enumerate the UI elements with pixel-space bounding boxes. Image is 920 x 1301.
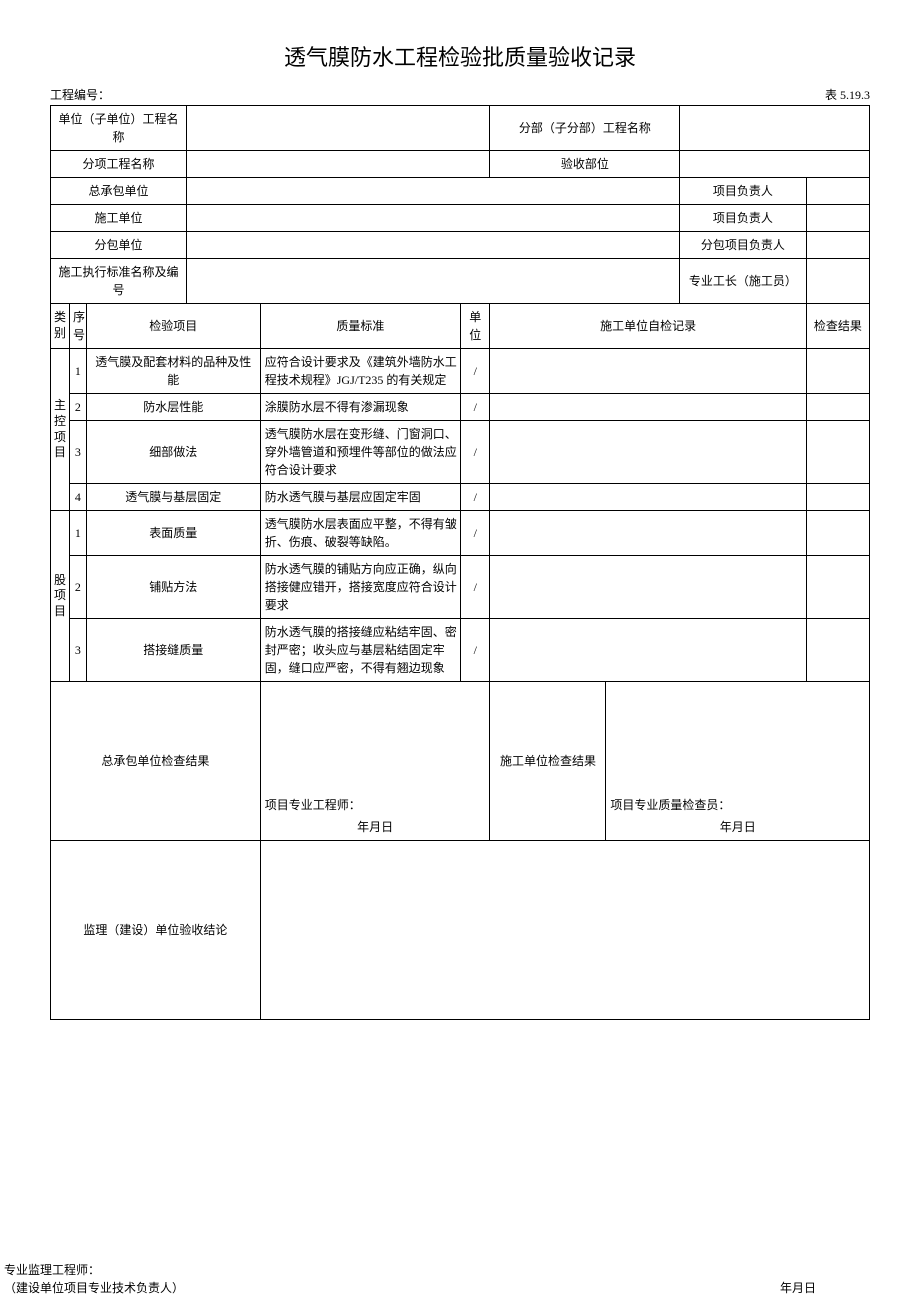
- main-unit-1: /: [460, 349, 490, 394]
- field-pm1[interactable]: [806, 178, 869, 205]
- main-res-2[interactable]: [806, 394, 869, 421]
- field-pm2[interactable]: [806, 205, 869, 232]
- field-sub-proj[interactable]: [680, 106, 870, 151]
- main-rec-3[interactable]: [490, 421, 806, 484]
- label-proj-qc: 项目专业质量检查员：: [610, 796, 865, 814]
- cu-sign-area[interactable]: 项目专业质量检查员： 年月日: [606, 682, 870, 841]
- main-res-3[interactable]: [806, 421, 869, 484]
- field-item-proj[interactable]: [186, 151, 490, 178]
- field-accept-part[interactable]: [680, 151, 870, 178]
- gen-rec-1[interactable]: [490, 511, 806, 556]
- gen-res-3[interactable]: [806, 619, 869, 682]
- gen-no-3: 3: [69, 619, 86, 682]
- meta-row: 工程编号： 表 5.19.3: [50, 86, 870, 103]
- gen-std-1: 透气膜防水层表面应平整，不得有皱折、伤痕、破裂等缺陷。: [260, 511, 460, 556]
- gen-rec-3[interactable]: [490, 619, 806, 682]
- main-name-2: 防水层性能: [86, 394, 260, 421]
- label-subpm: 分包项目负责人: [680, 232, 806, 259]
- label-pm2: 项目负责人: [680, 205, 806, 232]
- field-cu[interactable]: [186, 205, 679, 232]
- main-no-2: 2: [69, 394, 86, 421]
- label-pm1: 项目负责人: [680, 178, 806, 205]
- label-exec-std: 施工执行标准名称及编号: [51, 259, 187, 304]
- main-std-2: 涂膜防水层不得有渗漏现象: [260, 394, 460, 421]
- label-unit-proj: 单位（子单位）工程名称: [51, 106, 187, 151]
- main-res-1[interactable]: [806, 349, 869, 394]
- gen-no-1: 1: [69, 511, 86, 556]
- date-1: 年月日: [265, 818, 486, 836]
- gen-name-1: 表面质量: [86, 511, 260, 556]
- label-cu-check: 施工单位检查结果: [490, 682, 606, 841]
- main-std-4: 防水透气膜与基层应固定牢固: [260, 484, 460, 511]
- gen-res-2[interactable]: [806, 556, 869, 619]
- gen-std-3: 防水透气膜的搭接缝应粘结牢固、密封严密；收头应与基层粘结固定牢固，缝口应严密，不…: [260, 619, 460, 682]
- gen-std-2: 防水透气膜的铺贴方向应正确，纵向搭接健应错开，搭接宽度应符合设计要求: [260, 556, 460, 619]
- supervision-sign-area[interactable]: 专业监理工程师： （建设单位项目专业技术负责人） 年月日: [260, 841, 869, 1020]
- field-gc[interactable]: [186, 178, 679, 205]
- group-main-control: 主控项目: [51, 349, 70, 511]
- main-rec-2[interactable]: [490, 394, 806, 421]
- label-cu: 施工单位: [51, 205, 187, 232]
- main-no-4: 4: [69, 484, 86, 511]
- label-gc-check: 总承包单位检查结果: [51, 682, 261, 841]
- gen-name-2: 铺贴方法: [86, 556, 260, 619]
- col-unit: 单位: [460, 304, 490, 349]
- main-unit-4: /: [460, 484, 490, 511]
- gc-sign-area[interactable]: 项目专业工程师： 年月日: [260, 682, 490, 841]
- label-proj-engineer: 项目专业工程师：: [265, 796, 486, 814]
- field-foreman[interactable]: [806, 259, 869, 304]
- main-no-3: 3: [69, 421, 86, 484]
- inspection-table: 单位（子单位）工程名称 分部（子分部）工程名称 分项工程名称 验收部位 总承包单…: [50, 105, 870, 1020]
- col-inspect-item: 检验项目: [86, 304, 260, 349]
- project-no-label: 工程编号：: [50, 86, 110, 103]
- gen-unit-1: /: [460, 511, 490, 556]
- label-supervision: 监理（建设）单位验收结论: [51, 841, 261, 1020]
- gen-no-2: 2: [69, 556, 86, 619]
- main-std-1: 应符合设计要求及《建筑外墙防水工程技术规程》JGJ/T235 的有关规定: [260, 349, 460, 394]
- col-category: 类别: [51, 304, 70, 349]
- main-res-4[interactable]: [806, 484, 869, 511]
- gen-rec-2[interactable]: [490, 556, 806, 619]
- label-sub-proj: 分部（子分部）工程名称: [490, 106, 680, 151]
- gen-name-3: 搭接缝质量: [86, 619, 260, 682]
- col-check-result: 检查结果: [806, 304, 869, 349]
- label-item-proj: 分项工程名称: [51, 151, 187, 178]
- main-unit-3: /: [460, 421, 490, 484]
- main-std-3: 透气膜防水层在变形缝、门窗洞口、穿外墙管道和预埋件等部位的做法应符合设计要求: [260, 421, 460, 484]
- label-sup-engineer: 专业监理工程师：: [4, 1261, 916, 1279]
- main-rec-4[interactable]: [490, 484, 806, 511]
- gen-unit-3: /: [460, 619, 490, 682]
- main-name-4: 透气膜与基层固定: [86, 484, 260, 511]
- col-seq: 序号: [69, 304, 86, 349]
- label-accept-part: 验收部位: [490, 151, 680, 178]
- date-3: 年月日: [780, 1279, 916, 1297]
- col-self-record: 施工单位自检记录: [490, 304, 806, 349]
- group-general-item: 股项目: [51, 511, 70, 682]
- label-sub: 分包单位: [51, 232, 187, 259]
- col-quality-std: 质量标准: [260, 304, 460, 349]
- field-subpm[interactable]: [806, 232, 869, 259]
- gen-res-1[interactable]: [806, 511, 869, 556]
- date-2: 年月日: [610, 818, 865, 836]
- label-owner-tech: （建设单位项目专业技术负责人）: [4, 1279, 184, 1297]
- main-name-1: 透气膜及配套材料的品种及性能: [86, 349, 260, 394]
- gen-unit-2: /: [460, 556, 490, 619]
- page-title: 透气膜防水工程检验批质量验收记录: [50, 40, 870, 72]
- label-foreman: 专业工长（施工员）: [680, 259, 806, 304]
- main-name-3: 细部做法: [86, 421, 260, 484]
- main-no-1: 1: [69, 349, 86, 394]
- field-exec-std[interactable]: [186, 259, 679, 304]
- field-sub[interactable]: [186, 232, 679, 259]
- field-unit-proj[interactable]: [186, 106, 490, 151]
- main-unit-2: /: [460, 394, 490, 421]
- label-gc: 总承包单位: [51, 178, 187, 205]
- table-no: 表 5.19.3: [825, 86, 870, 103]
- main-rec-1[interactable]: [490, 349, 806, 394]
